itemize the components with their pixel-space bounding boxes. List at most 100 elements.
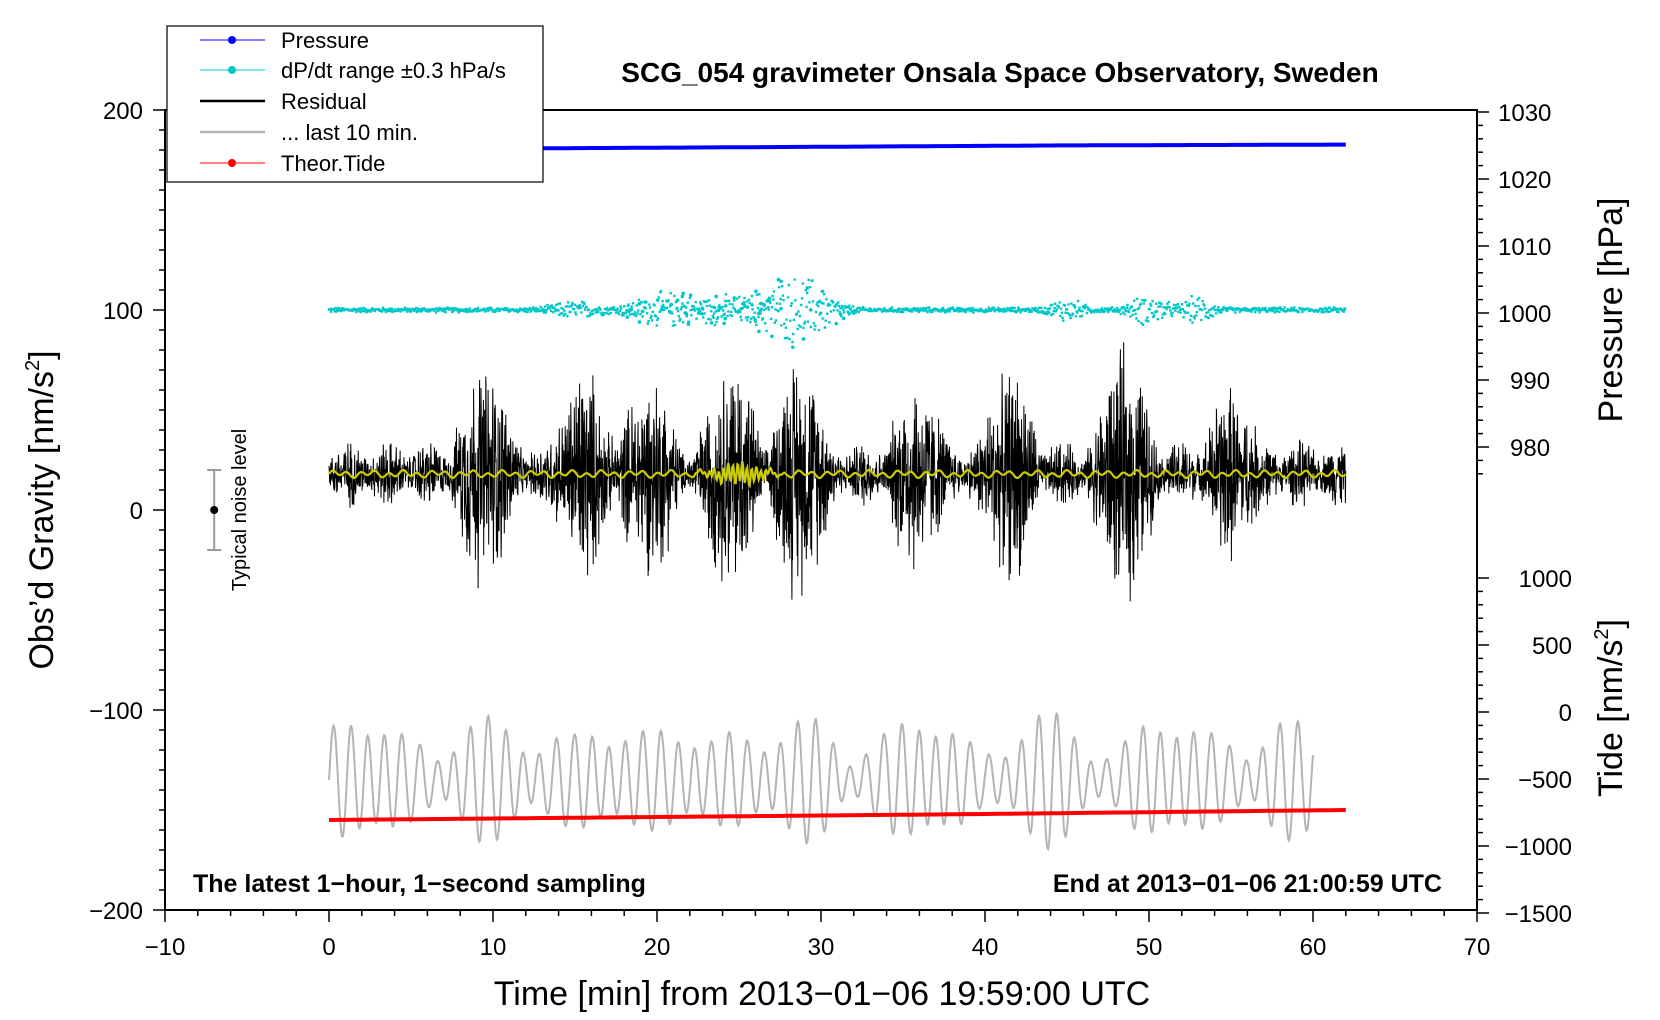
- x-tick-label: 70: [1464, 934, 1491, 961]
- x-tick-label: 60: [1300, 934, 1327, 961]
- dpdt-point: [625, 315, 630, 319]
- tide-line: [328, 808, 1346, 822]
- dpdt-point: [723, 316, 728, 321]
- pressure-tick-label: 1030: [1498, 100, 1551, 127]
- dpdt-point: [688, 293, 693, 298]
- dpdt-point: [757, 329, 761, 334]
- dpdt-point: [712, 305, 717, 310]
- legend-label-dpdt: dP/dt range ±0.3 hPa/s: [281, 58, 506, 83]
- chart-title: SCG_054 gravimeter Onsala Space Observat…: [621, 57, 1378, 88]
- tide-title-main: Tide [nm/s: [1592, 640, 1630, 797]
- dpdt-series: [327, 277, 1347, 350]
- dpdt-point: [669, 302, 674, 307]
- dpdt-point: [753, 318, 757, 322]
- dpdt-point: [779, 279, 783, 284]
- tide-tick-label: 500: [1532, 633, 1572, 660]
- y-left-title-main: Obs’d Gravity [nm/s: [23, 371, 61, 670]
- x-tick-labels: −10 0 10 20 30 40 50 60 70: [145, 934, 1491, 961]
- axis-ticks: [153, 109, 1489, 922]
- y-left-tick-label: 100: [103, 298, 143, 325]
- dpdt-point: [776, 277, 781, 282]
- dpdt-point: [675, 298, 680, 303]
- x-tick-label: 30: [808, 934, 835, 961]
- dpdt-point: [756, 311, 761, 316]
- y-left-title-sup: 2: [22, 360, 44, 371]
- legend-label-last10: ... last 10 min.: [281, 120, 418, 145]
- dpdt-point: [640, 309, 645, 314]
- tide-tick-label: −1000: [1505, 834, 1572, 861]
- dpdt-point: [817, 299, 822, 304]
- x-tick-label: −10: [145, 934, 186, 961]
- dpdt-point: [732, 296, 736, 300]
- dpdt-point: [754, 289, 758, 294]
- last-10-min-series: [328, 711, 1314, 852]
- dpdt-point: [655, 298, 660, 302]
- legend-label-tide: Theor.Tide: [281, 151, 385, 176]
- noise-level-indicator: Typical noise level: [207, 429, 251, 591]
- dpdt-point: [745, 305, 750, 309]
- dpdt-point: [714, 294, 719, 299]
- dpdt-point: [661, 304, 665, 309]
- theor-tide-series: [328, 808, 1346, 822]
- dpdt-point: [759, 301, 764, 306]
- last-10-min-line: [328, 711, 1314, 852]
- noise-point: [210, 506, 219, 514]
- dpdt-point: [659, 307, 664, 312]
- dpdt-point: [742, 302, 746, 307]
- legend-label-residual: Residual: [281, 89, 367, 114]
- end-time-annotation: End at 2013−01−06 21:00:59 UTC: [1053, 870, 1442, 898]
- dpdt-point: [697, 309, 702, 313]
- dpdt-point: [709, 321, 714, 325]
- dpdt-point: [838, 312, 843, 317]
- dpdt-point: [767, 296, 772, 301]
- y-left-tick-label: −100: [89, 698, 143, 725]
- dpdt-point: [700, 307, 705, 311]
- tide-axis-title: Tide [nm/s2]: [1591, 619, 1630, 797]
- dpdt-point: [643, 300, 648, 304]
- dpdt-point: [847, 312, 851, 316]
- y-left-tick-label: 200: [103, 98, 143, 125]
- noise-label: Typical noise level: [229, 429, 251, 591]
- dpdt-point: [758, 308, 763, 313]
- legend-marker-dpdt: [228, 66, 236, 74]
- x-tick-label: 20: [644, 934, 671, 961]
- dpdt-point: [851, 311, 856, 315]
- dpdt-point: [779, 306, 783, 311]
- dpdt-point: [790, 345, 795, 350]
- dpdt-points: [327, 278, 1347, 344]
- dpdt-point: [750, 303, 754, 307]
- y-left-tick-labels: 200 100 0 −100 −200: [89, 98, 143, 925]
- dpdt-point: [681, 291, 685, 296]
- pressure-tick-label: 1020: [1498, 167, 1551, 194]
- y-left-axis-title: Obs’d Gravity [nm/s2]: [22, 350, 61, 669]
- tide-tick-label: −1500: [1505, 901, 1572, 928]
- dpdt-point: [699, 311, 703, 316]
- x-tick-label: 0: [322, 934, 335, 961]
- y-left-tick-label: 0: [130, 498, 143, 525]
- dpdt-point: [739, 307, 743, 311]
- x-axis-title: Time [min] from 2013−01−06 19:59:00 UTC: [494, 975, 1150, 1013]
- x-tick-label: 50: [1136, 934, 1163, 961]
- smoothed-residual-line: [328, 461, 1347, 489]
- dpdt-point: [716, 308, 721, 313]
- dpdt-point: [722, 321, 726, 326]
- dpdt-point: [805, 286, 810, 290]
- dpdt-point: [637, 320, 642, 324]
- pressure-axis-title: Pressure [hPa]: [1592, 198, 1630, 423]
- dpdt-point: [770, 334, 774, 339]
- smoothed-residual-series: [328, 461, 1347, 489]
- x-tick-label: 40: [972, 934, 999, 961]
- dpdt-point: [683, 311, 688, 315]
- y-left-title-end: ]: [23, 350, 61, 359]
- x-tick-label: 10: [480, 934, 507, 961]
- legend-label-pressure: Pressure: [281, 28, 369, 53]
- tide-tick-label: 0: [1559, 700, 1572, 727]
- legend-marker-tide: [228, 159, 236, 167]
- tide-tick-labels: 1000 500 0 −500 −1000 −1500: [1505, 566, 1572, 928]
- dpdt-point: [834, 321, 839, 326]
- dpdt-point: [686, 322, 691, 327]
- pressure-tick-labels: 1030 1020 1010 1000 990 980: [1498, 100, 1551, 462]
- dpdt-point: [808, 308, 813, 312]
- dpdt-point: [801, 337, 806, 341]
